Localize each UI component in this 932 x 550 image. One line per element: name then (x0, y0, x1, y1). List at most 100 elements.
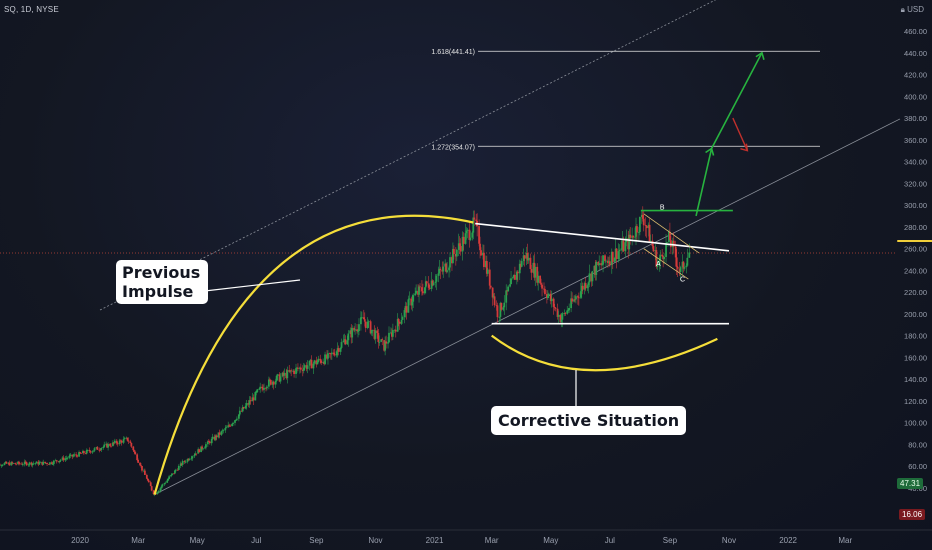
candle-body (674, 246, 677, 258)
lock-icon: 🔒︎ (900, 5, 905, 14)
candle-body (526, 252, 529, 261)
candle-body (61, 457, 64, 460)
candle-body (115, 440, 118, 444)
candle-body (51, 463, 54, 465)
y-tick-label: 360.00 (904, 136, 927, 145)
y-tick-label: 440.00 (904, 49, 927, 58)
candle-body (28, 462, 31, 465)
corrective-arc (491, 334, 718, 372)
candle-body (285, 372, 288, 379)
candle-body (315, 360, 318, 365)
candle-body (471, 232, 474, 238)
candle-body (71, 454, 74, 457)
candle-body (333, 354, 336, 356)
candle-body (198, 449, 201, 453)
candle-body (544, 289, 546, 295)
candle-body (414, 293, 417, 296)
candle-body (12, 463, 15, 464)
x-tick-label: Jul (251, 536, 261, 545)
candle-body (105, 443, 108, 445)
candle-body (510, 278, 512, 285)
candle-body (110, 445, 112, 447)
candle-body (82, 451, 85, 454)
candle-body (281, 372, 284, 377)
candle-body (499, 302, 502, 317)
candle-body (49, 462, 51, 465)
candle-body (367, 321, 370, 323)
candle-body (252, 397, 255, 401)
candle-body (579, 291, 582, 298)
candle-body (523, 255, 526, 259)
candle-body (634, 236, 636, 238)
candle-body (262, 388, 264, 390)
candle-body (439, 268, 442, 271)
candle-body (122, 439, 125, 443)
candle-body (357, 330, 359, 332)
callout-previous-impulse: Previous Impulse (116, 260, 208, 304)
candle-body (394, 329, 397, 332)
candle-body (512, 277, 514, 279)
candle-body (607, 261, 610, 263)
candle-body (106, 443, 109, 448)
candle-body (316, 361, 319, 365)
candle-body (201, 446, 203, 449)
candle-body (149, 482, 152, 487)
candle-body (441, 270, 444, 272)
candle-body (299, 367, 302, 370)
candle-body (290, 370, 293, 372)
y-tick-label: 180.00 (904, 332, 927, 341)
x-tick-label: Mar (485, 536, 499, 545)
candle-body (457, 243, 460, 250)
candle-body (327, 353, 329, 359)
candle-body (234, 420, 236, 423)
candle-body (353, 327, 356, 331)
currency-text: USD (907, 5, 924, 14)
candle-body (665, 242, 667, 257)
candle-body (167, 478, 170, 481)
candle-body (685, 265, 688, 268)
candle-body (244, 405, 247, 409)
candle-body (635, 226, 637, 237)
candle-body (347, 333, 350, 341)
candle-body (295, 368, 297, 374)
candle-body (552, 298, 555, 307)
candle-body (384, 341, 387, 351)
candle-body (462, 236, 465, 244)
candle-body (374, 330, 377, 339)
candle-body (303, 365, 306, 368)
candle-body (197, 449, 200, 454)
candle-body (245, 403, 248, 406)
candle-body (419, 286, 421, 288)
candle-body (678, 268, 681, 272)
candle-body (344, 339, 347, 345)
candle-body (95, 447, 98, 449)
candle-body (611, 251, 614, 262)
candle-body (173, 473, 175, 475)
low-value-badge: 16.06 (899, 509, 926, 520)
impulse-callout-connector (195, 279, 301, 293)
candle-body (480, 250, 482, 256)
candle-body (224, 428, 227, 431)
abc-channel-upper (643, 213, 700, 254)
candle-body (84, 453, 87, 454)
candle-body (560, 319, 563, 322)
candle-body (317, 358, 320, 362)
candle-body (214, 435, 217, 440)
candle-body (525, 252, 528, 259)
candle-body (44, 461, 47, 464)
candle-body (75, 454, 78, 456)
candle-body (546, 295, 549, 299)
candle-body (632, 235, 635, 238)
candle-body (265, 387, 267, 389)
candle-body (123, 438, 126, 440)
candle-body (133, 450, 136, 452)
candle-body (57, 461, 60, 463)
candle-body (145, 474, 148, 479)
candle-body (532, 262, 535, 273)
candle-body (610, 251, 613, 265)
candle-body (323, 362, 326, 364)
candle-body (72, 455, 75, 457)
candle-body (454, 253, 457, 257)
candle-body (24, 461, 27, 463)
